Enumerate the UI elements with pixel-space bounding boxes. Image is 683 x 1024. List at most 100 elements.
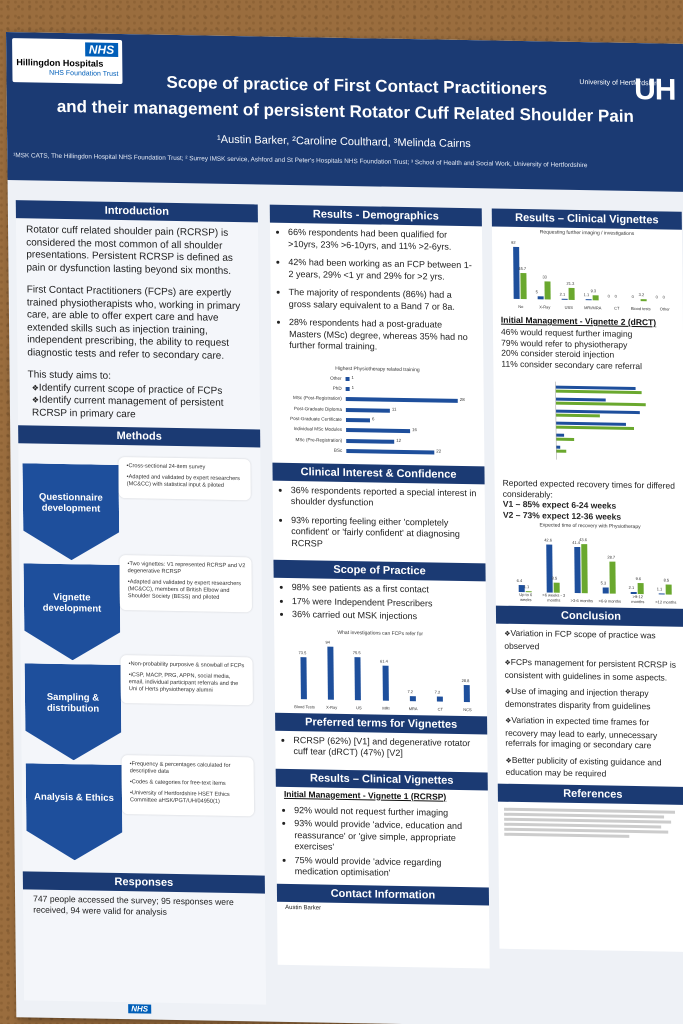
method-point: Codes & categories for free-text items bbox=[130, 779, 248, 788]
recovery-bar-value: 6.4 bbox=[516, 577, 523, 583]
imaging-bar-value: 0 bbox=[631, 293, 634, 299]
method-step-sampling: Sampling & distribution bbox=[25, 663, 122, 761]
initial-management-chart bbox=[555, 381, 646, 460]
training-bar bbox=[345, 386, 350, 391]
affiliations: ¹MSK CATS, The Hillingdon Hospital NHS F… bbox=[13, 152, 588, 170]
vignette1-list: 92% would not request further imaging 93… bbox=[276, 800, 489, 887]
investigations-bar bbox=[436, 697, 443, 702]
imaging-bar-value: 21.3 bbox=[566, 280, 575, 287]
imaging-bar bbox=[592, 295, 599, 301]
training-bar-value: 28 bbox=[459, 397, 465, 403]
conclusion-item: Variation in expected time frames for re… bbox=[505, 715, 679, 752]
training-bar-label: Post-Graduate Certificate bbox=[290, 416, 343, 422]
investigations-bar-value: 7.2 bbox=[434, 689, 441, 696]
investigations-bar-value: 61.4 bbox=[379, 658, 388, 664]
preferred-terms-list: RCRSP (62%) [V1] and degenerative rotato… bbox=[275, 730, 487, 772]
investigations-bar-label: MRI bbox=[382, 705, 390, 711]
training-bar-label: Other bbox=[330, 375, 342, 381]
scope-item: 98% see patients as a first contact bbox=[292, 582, 478, 597]
recovery-bar-label: >3-6 months bbox=[570, 597, 594, 604]
recovery-chart-title: Expected time of recovery with Physiothe… bbox=[539, 522, 641, 531]
training-chart: Other 1 PhD 1 MSc (Post-Registration) 28 Post-… bbox=[271, 370, 484, 466]
investigations-bar bbox=[354, 657, 362, 700]
method-point: Frequency & percentages calculated for d… bbox=[130, 761, 248, 777]
recovery-bar-value: 43.6 bbox=[579, 537, 588, 543]
imaging-bar-value: 0 bbox=[607, 293, 610, 299]
method-point: Adapted and validated by expert research… bbox=[127, 474, 245, 490]
investigations-bar-label: X-Ray bbox=[326, 704, 338, 710]
nhs-trust-logo: NHS Hillingdon Hospitals NHS Foundation … bbox=[12, 38, 123, 85]
imaging-bar-label: X-Ray bbox=[539, 304, 551, 310]
imaging-bar-label: USS bbox=[564, 304, 573, 310]
imaging-bar bbox=[640, 299, 647, 302]
method-step-details: Two vignettes: V1 represented RCRSP and … bbox=[119, 555, 253, 613]
method-step-details: Non-probability purposive & snowball of … bbox=[120, 655, 253, 706]
recovery-chart: 6.4 1.1 Up to 6 weeks 42.6 8.5 >6 weeks - 3 m… bbox=[501, 532, 680, 605]
method-point: Non-probability purposive & snowball of … bbox=[129, 661, 247, 670]
method-step-questionnaire: Questionnaire development bbox=[23, 463, 120, 561]
training-bar bbox=[346, 438, 395, 444]
imaging-bar-label: MRI/MRA bbox=[584, 305, 602, 311]
imaging-bar-value: 3.2 bbox=[638, 292, 645, 298]
investigations-bar-value: 7.2 bbox=[407, 689, 414, 695]
recovery-bar-value: 1.1 bbox=[656, 586, 663, 592]
conclusion-item: FCPs management for persistent RCRSP is … bbox=[504, 657, 678, 683]
mgmt-bar bbox=[556, 445, 561, 449]
contact-name: Austin Barker bbox=[285, 904, 322, 912]
recovery-bar-value: 28.7 bbox=[607, 554, 616, 560]
imaging-bar-value: 0 bbox=[655, 294, 658, 300]
recovery-bar bbox=[581, 544, 588, 594]
nhs-trust-name: Hillingdon Hospitals bbox=[16, 57, 104, 69]
investigations-bar-label: MRA bbox=[408, 705, 418, 711]
training-bar bbox=[346, 428, 411, 434]
imaging-bar-value: 2.1 bbox=[559, 291, 566, 297]
demographics-item: 28% respondents had a post-graduate Mast… bbox=[289, 317, 475, 355]
recovery-bar bbox=[574, 546, 581, 594]
mgmt-bar bbox=[555, 385, 636, 391]
training-bar-label: PhD bbox=[332, 385, 342, 391]
investigations-bar bbox=[409, 696, 416, 701]
responses-body: 747 people accessed the survey; 95 respo… bbox=[33, 893, 234, 917]
nhs-trust-sub: NHS Foundation Trust bbox=[49, 69, 119, 78]
recovery-bar-label: >6-9 months bbox=[598, 598, 622, 604]
intro-paragraph-2: First Contact Practitioners (FCPs) are e… bbox=[26, 284, 241, 362]
mgmt-bar bbox=[555, 401, 646, 407]
training-bar bbox=[345, 418, 371, 423]
investigations-bar bbox=[327, 646, 335, 700]
training-bar bbox=[345, 397, 458, 404]
vignette1-item: 92% would not request further imaging bbox=[294, 805, 480, 820]
conclusion-item: Use of imaging and injection therapy dem… bbox=[505, 686, 679, 712]
mgmt-bar bbox=[556, 437, 575, 441]
demographics-item: The majority of respondents (86%) had a … bbox=[289, 287, 475, 313]
investigations-bar-value: 73.5 bbox=[298, 650, 307, 656]
clinical-interest-list: 36% respondents reported a special inter… bbox=[273, 480, 486, 563]
mgmt-bar bbox=[555, 409, 640, 415]
training-bar bbox=[345, 376, 350, 381]
method-step-details: Cross-sectional 24-item survey Adapted a… bbox=[118, 456, 251, 501]
imaging-bar bbox=[520, 273, 527, 300]
investigations-bar-label: NCS bbox=[463, 706, 472, 712]
training-bar-value: 12 bbox=[396, 437, 402, 443]
training-bar-value: 22 bbox=[436, 448, 442, 454]
training-bar-row: BSc 22 bbox=[276, 445, 480, 459]
recovery-bar-value: 42.6 bbox=[544, 537, 553, 543]
mgmt-bar bbox=[555, 389, 642, 395]
intro-paragraph-1: Rotator cuff related shoulder pain (RCRS… bbox=[26, 224, 233, 277]
poster: NHS Hillingdon Hospitals NHS Foundation … bbox=[6, 32, 683, 1024]
clinical-interest-item: 36% respondents reported a special inter… bbox=[291, 484, 477, 510]
methods-flow: Questionnaire development Cross-sectiona… bbox=[18, 445, 264, 869]
investigations-chart-title: What investigations can FCPs refer for bbox=[337, 629, 424, 637]
imaging-bar-value: 0 bbox=[614, 293, 617, 299]
footer-nhs-logo: NHS bbox=[128, 1004, 152, 1014]
recovery-item: V2 – 73% expect 12-36 weeks bbox=[502, 509, 622, 522]
recovery-bar bbox=[637, 583, 644, 595]
mgmt-bar bbox=[556, 449, 567, 453]
imaging-bar bbox=[568, 287, 575, 300]
method-point: University of Hertfordshire HSET Ethics … bbox=[130, 790, 248, 806]
method-point: Adapted and validated by expert research… bbox=[128, 579, 246, 602]
recovery-bar-value: 9.6 bbox=[635, 576, 642, 582]
recovery-bar bbox=[602, 587, 609, 594]
investigations-bar-value: 94 bbox=[325, 639, 330, 645]
column-middle: Results - Demographics 66% respondents h… bbox=[269, 204, 490, 969]
investigations-bar-label: CT bbox=[437, 706, 443, 712]
